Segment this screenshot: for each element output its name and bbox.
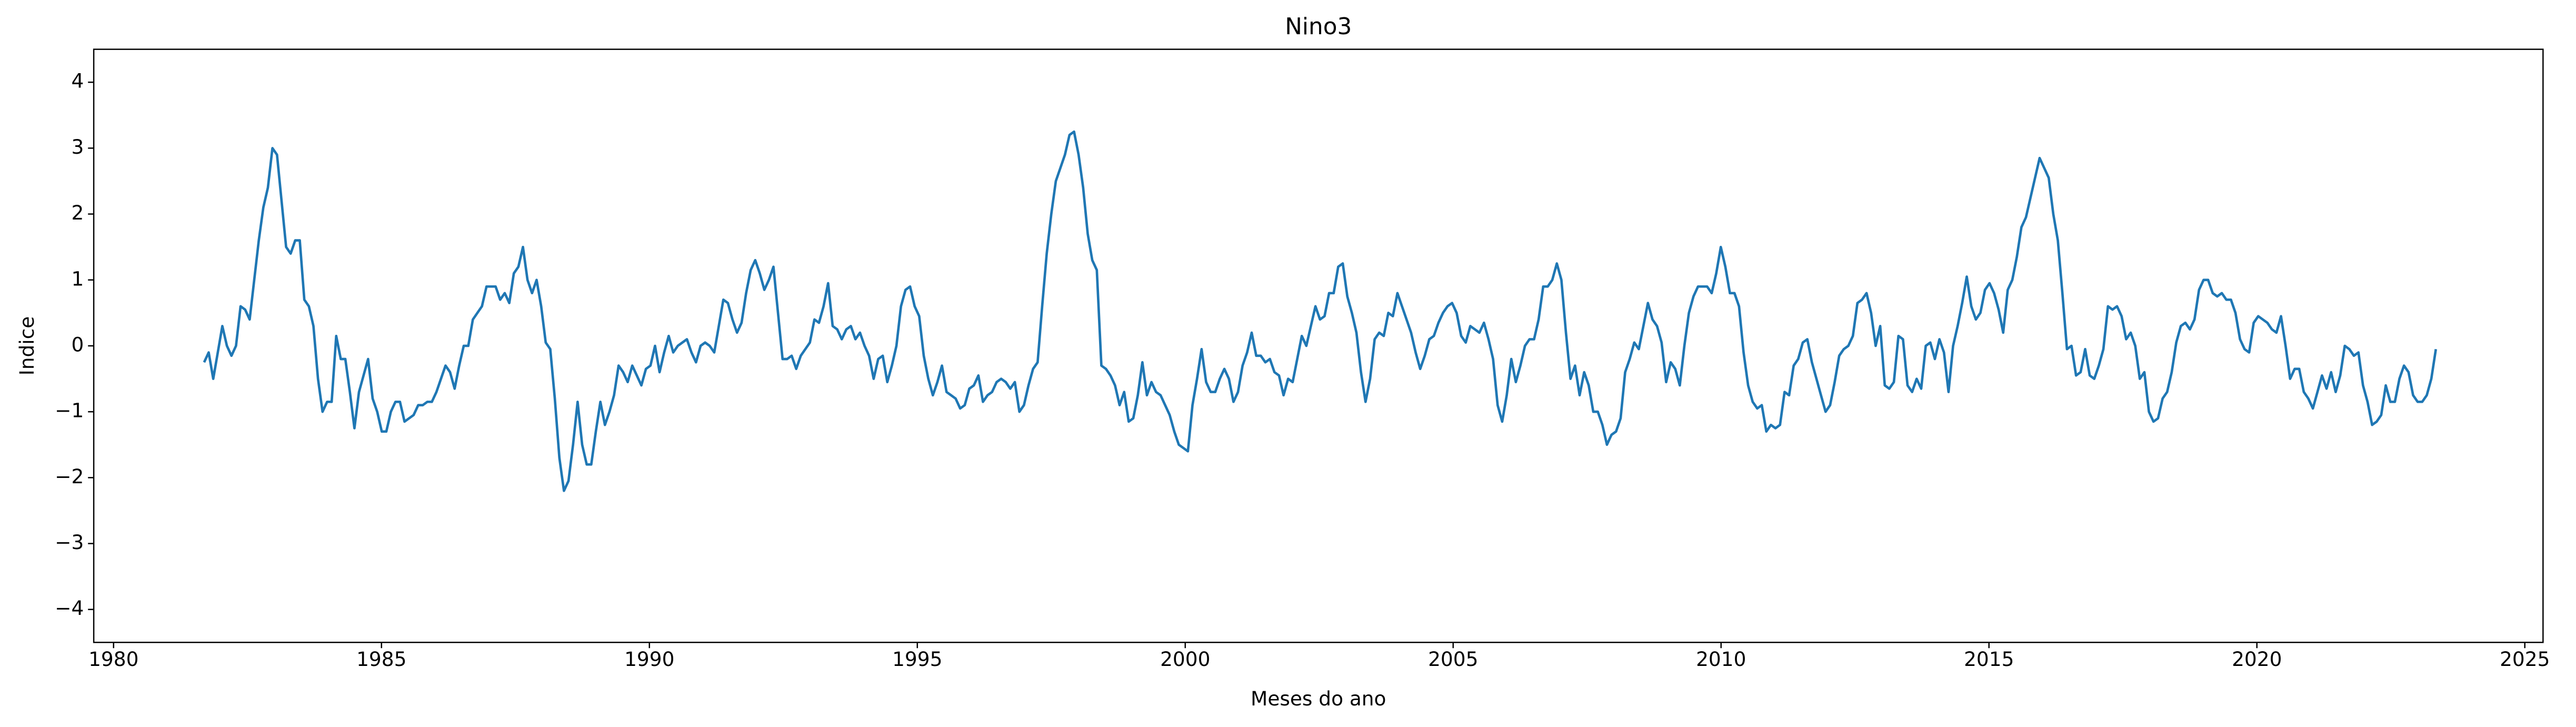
x-axis-label: Meses do ano xyxy=(1251,687,1386,710)
x-tick-label: 2020 xyxy=(2232,648,2282,671)
y-tick-label: 2 xyxy=(72,201,84,224)
y-tick-label: 3 xyxy=(72,135,84,158)
x-tick-label: 2000 xyxy=(1160,648,1210,671)
x-tick-label: 1995 xyxy=(892,648,942,671)
data-line xyxy=(203,130,2438,492)
x-tick-label: 2005 xyxy=(1428,648,1478,671)
plot-frame xyxy=(93,48,2544,643)
x-tick-label: 1980 xyxy=(88,648,138,671)
y-axis-label: Indice xyxy=(15,316,38,376)
y-tick-label: 1 xyxy=(72,267,84,290)
y-tick-label: −4 xyxy=(55,596,84,620)
x-tick-label: 1990 xyxy=(624,648,674,671)
chart-title: Nino3 xyxy=(1285,13,1352,40)
x-tick-label: 2025 xyxy=(2500,648,2550,671)
x-tick-label: 1985 xyxy=(356,648,406,671)
y-tick-label: 0 xyxy=(72,333,84,356)
y-tick-label: 4 xyxy=(72,69,84,93)
y-tick-label: −2 xyxy=(55,465,84,488)
x-tick-label: 2010 xyxy=(1696,648,1746,671)
y-tick-label: −3 xyxy=(55,531,84,554)
y-tick-label: −1 xyxy=(55,399,84,422)
x-tick-label: 2015 xyxy=(1964,648,2014,671)
